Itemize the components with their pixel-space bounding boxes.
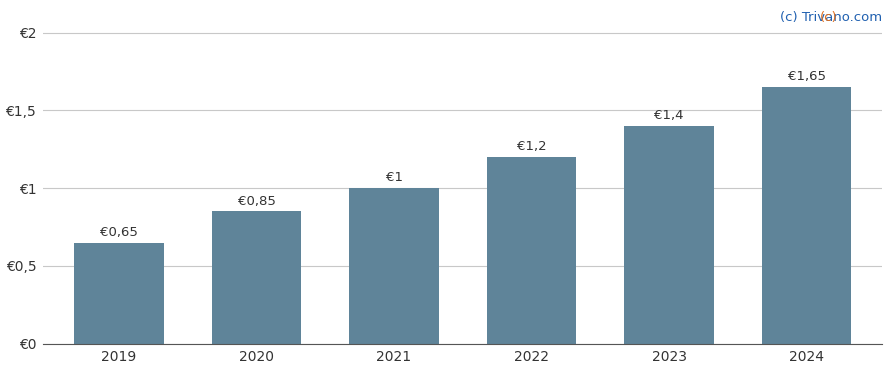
Text: €1,2: €1,2	[517, 140, 546, 153]
Bar	[349, 188, 439, 343]
Bar	[762, 87, 852, 343]
Bar	[487, 157, 576, 343]
Bar	[75, 242, 163, 343]
Text: (c) Trivano.com: (c) Trivano.com	[780, 11, 882, 24]
Bar	[211, 211, 301, 343]
Text: €0,65: €0,65	[100, 226, 138, 239]
Text: €1: €1	[385, 171, 402, 184]
Text: €0,85: €0,85	[238, 195, 275, 208]
Bar	[624, 126, 714, 343]
Text: €1,4: €1,4	[654, 109, 684, 122]
Text: (c): (c)	[820, 11, 837, 24]
Text: €1,65: €1,65	[788, 70, 826, 83]
